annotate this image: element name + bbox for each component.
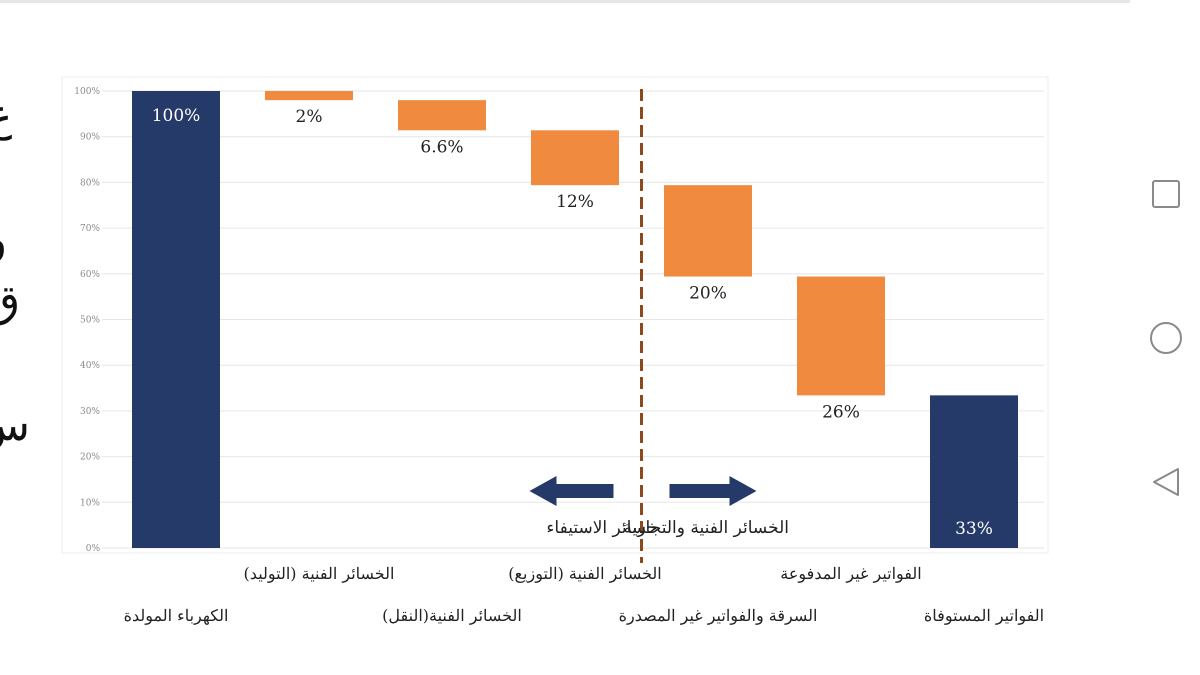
bar-loss — [797, 276, 885, 396]
category-label: الخسائر الفنية (التوليد) — [243, 564, 395, 583]
side-text-char: س — [0, 400, 30, 451]
bar-total — [132, 91, 220, 548]
side-text-char: ق — [0, 276, 21, 327]
y-tick-label: 30% — [80, 407, 100, 417]
y-tick-label: 60% — [80, 270, 100, 280]
bar-data-label: 26% — [822, 402, 860, 422]
y-tick-label: 90% — [80, 133, 100, 143]
y-tick-label: 100% — [74, 87, 100, 97]
arrow-left-icon — [529, 476, 614, 506]
side-text-char: ع — [0, 85, 30, 147]
bar-data-label: 6.6% — [420, 137, 463, 157]
bar-data-label: 2% — [296, 107, 323, 127]
y-tick-label: 0% — [86, 544, 101, 554]
bar-loss — [265, 91, 353, 101]
category-label: الخسائر الفنية(النقل) — [382, 606, 522, 625]
android-nav-bar — [1138, 160, 1194, 520]
side-article-text-fragment: ع ـ و ق أ س — [0, 85, 30, 545]
back-button[interactable] — [1138, 454, 1194, 510]
y-tick-label: 10% — [80, 498, 100, 508]
y-tick-label: 20% — [80, 453, 100, 463]
side-text-char: و — [0, 209, 30, 271]
bar-data-label: 20% — [689, 284, 727, 304]
region-label-technical-commercial: الخسائر الفنية والتجارية — [624, 518, 789, 538]
recent-apps-button[interactable] — [1138, 166, 1194, 222]
y-tick-label: 70% — [80, 224, 100, 234]
category-label: الفواتير غير المدفوعة — [780, 564, 922, 583]
category-label: الخسائر الفنية (التوزيع) — [508, 564, 662, 583]
triangle-back-icon — [1153, 468, 1179, 496]
circle-icon — [1150, 322, 1182, 354]
category-label: الفواتير المستوفاة — [923, 606, 1045, 625]
bar-loss — [531, 130, 619, 186]
category-label: السرقة والفواتير غير المصدرة — [618, 606, 818, 625]
bar-total — [930, 395, 1018, 548]
bar-data-label: 33% — [955, 519, 993, 539]
arrow-right-icon — [669, 476, 757, 506]
bar-data-label: 12% — [556, 192, 594, 212]
category-label: الكهرباء المولدة — [123, 606, 229, 625]
square-icon — [1152, 180, 1180, 208]
y-tick-label: 40% — [80, 361, 100, 371]
bar-loss — [398, 100, 486, 131]
waterfall-chart: 0% 10% 20% 30% 40% 50% 60% 70% 80% 90% 100% 100% 2% 6… — [61, 76, 1049, 563]
bar-data-label: 100% — [152, 106, 201, 126]
top-divider-line — [0, 0, 1130, 3]
home-button[interactable] — [1138, 310, 1194, 366]
bar-loss — [664, 185, 752, 277]
y-tick-label: 80% — [80, 178, 100, 188]
y-tick-label: 50% — [80, 316, 100, 326]
region-label-collection: خسائر الاستيفاء — [546, 518, 657, 538]
